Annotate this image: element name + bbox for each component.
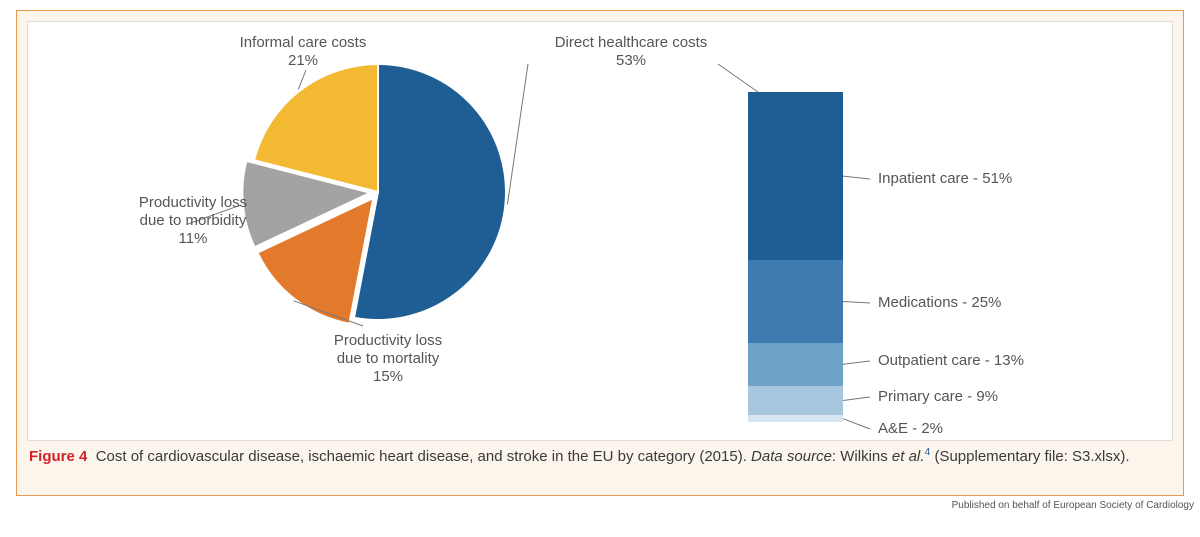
caption-main: Cost of cardiovascular disease, ischaemi…: [96, 448, 751, 465]
figure-caption: Figure 4 Cost of cardiovascular disease,…: [29, 445, 1171, 468]
pie-slice: [354, 64, 506, 320]
leader-line: [294, 301, 363, 326]
bar-segment-label: A&E - 2%: [878, 420, 943, 437]
leader-line: [843, 397, 870, 401]
leader-line: [843, 361, 870, 364]
caption-tail: (Supplementary file: S3.xlsx).: [934, 448, 1129, 465]
leader-line: [843, 302, 870, 303]
caption-reference-sup: 4: [924, 446, 930, 458]
caption-source-etal: et al.: [892, 448, 925, 465]
caption-source-rest: : Wilkins: [832, 448, 892, 465]
leader-line: [843, 176, 870, 179]
figure-label: Figure 4: [29, 448, 87, 465]
bar-segment-label: Primary care - 9%: [878, 388, 998, 405]
bar-segment-label: Inpatient care - 51%: [878, 170, 1012, 187]
figure-panel: Direct healthcare costs53% Productivity l…: [16, 10, 1184, 496]
bar-segment: [748, 343, 843, 386]
stacked-bar: [748, 92, 843, 422]
leader-line: [843, 419, 870, 429]
bar-segment: [748, 386, 843, 416]
pie-slice-label: Productivity loss due to mortality15%: [293, 332, 483, 386]
pie-slice-label: Informal care costs21%: [208, 34, 398, 70]
bar-segment: [748, 415, 843, 422]
caption-source-lead: Data source: [751, 448, 832, 465]
pie-slice-label: Direct healthcare costs53%: [536, 34, 726, 70]
bar-segment-label: Outpatient care - 13%: [878, 352, 1024, 369]
leader-line: [507, 64, 528, 204]
pie-slice: [254, 64, 378, 192]
publisher-note: Published on behalf of European Society …: [952, 500, 1194, 511]
bar-segment-label: Medications - 25%: [878, 294, 1001, 311]
leader-line: [298, 70, 306, 89]
bar-segment: [748, 260, 843, 343]
bar-segment: [748, 92, 843, 260]
pie-slice-label: Productivity loss due to morbidity11%: [98, 194, 288, 248]
figure-page: Direct healthcare costs53% Productivity l…: [0, 0, 1200, 537]
chart-area: Direct healthcare costs53% Productivity l…: [27, 21, 1173, 441]
